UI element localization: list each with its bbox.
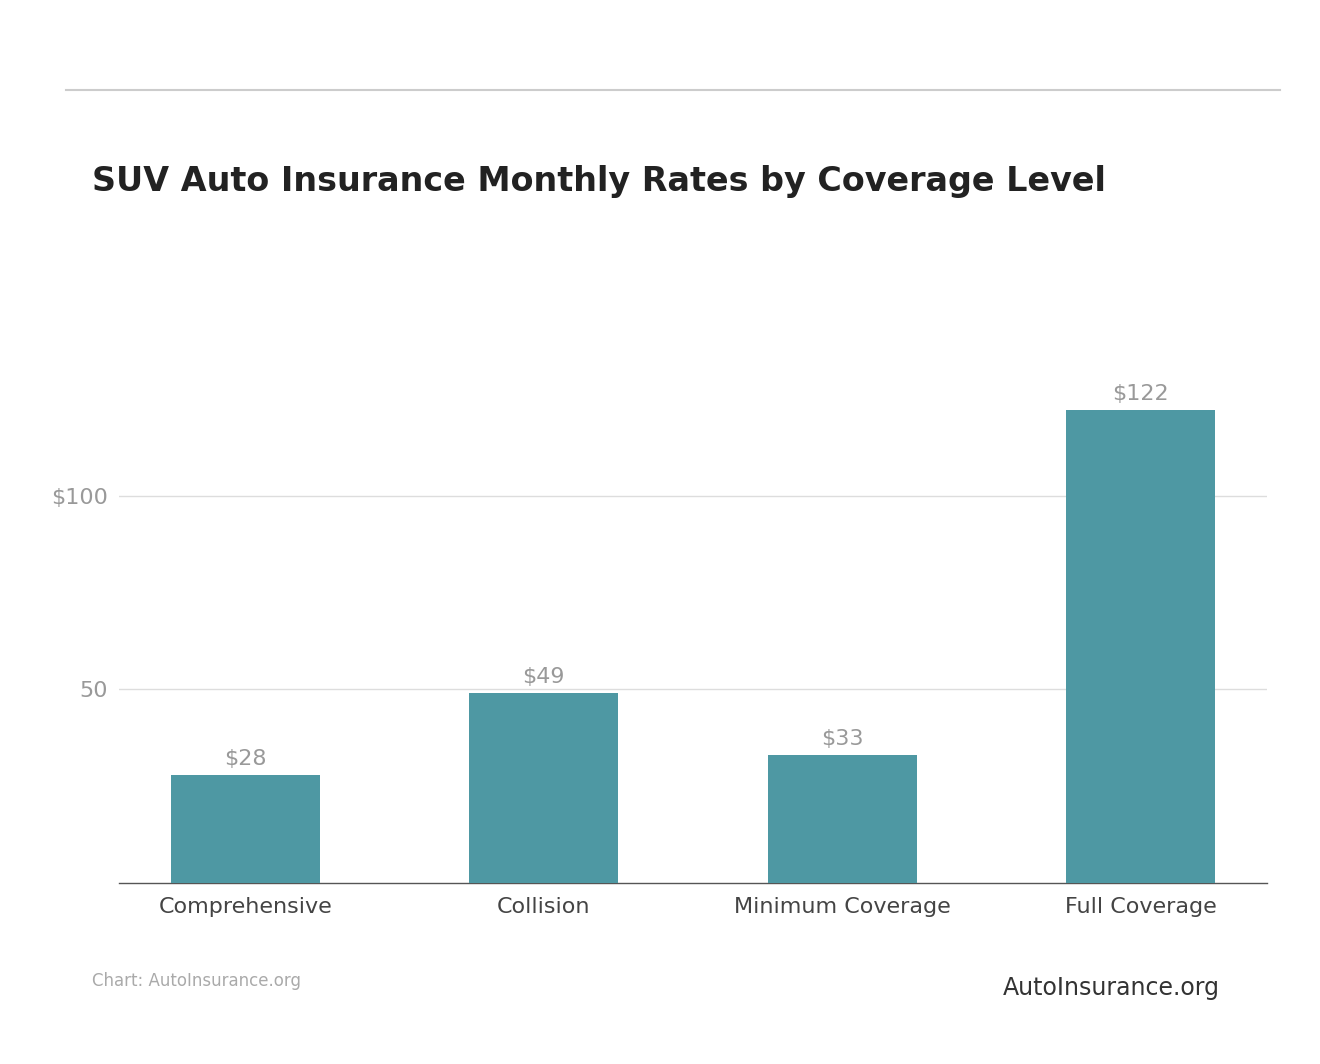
- Text: $122: $122: [1113, 384, 1168, 404]
- Text: AutoInsurance.org: AutoInsurance.org: [1003, 976, 1220, 1000]
- Text: Chart: AutoInsurance.org: Chart: AutoInsurance.org: [92, 971, 301, 990]
- Text: $33: $33: [821, 730, 863, 749]
- Text: $28: $28: [224, 749, 267, 769]
- Text: $49: $49: [523, 667, 565, 687]
- Text: SUV Auto Insurance Monthly Rates by Coverage Level: SUV Auto Insurance Monthly Rates by Cove…: [92, 165, 1106, 198]
- Bar: [767, 755, 916, 883]
- Bar: [1065, 411, 1214, 883]
- Bar: [172, 775, 321, 883]
- Bar: [470, 694, 619, 883]
